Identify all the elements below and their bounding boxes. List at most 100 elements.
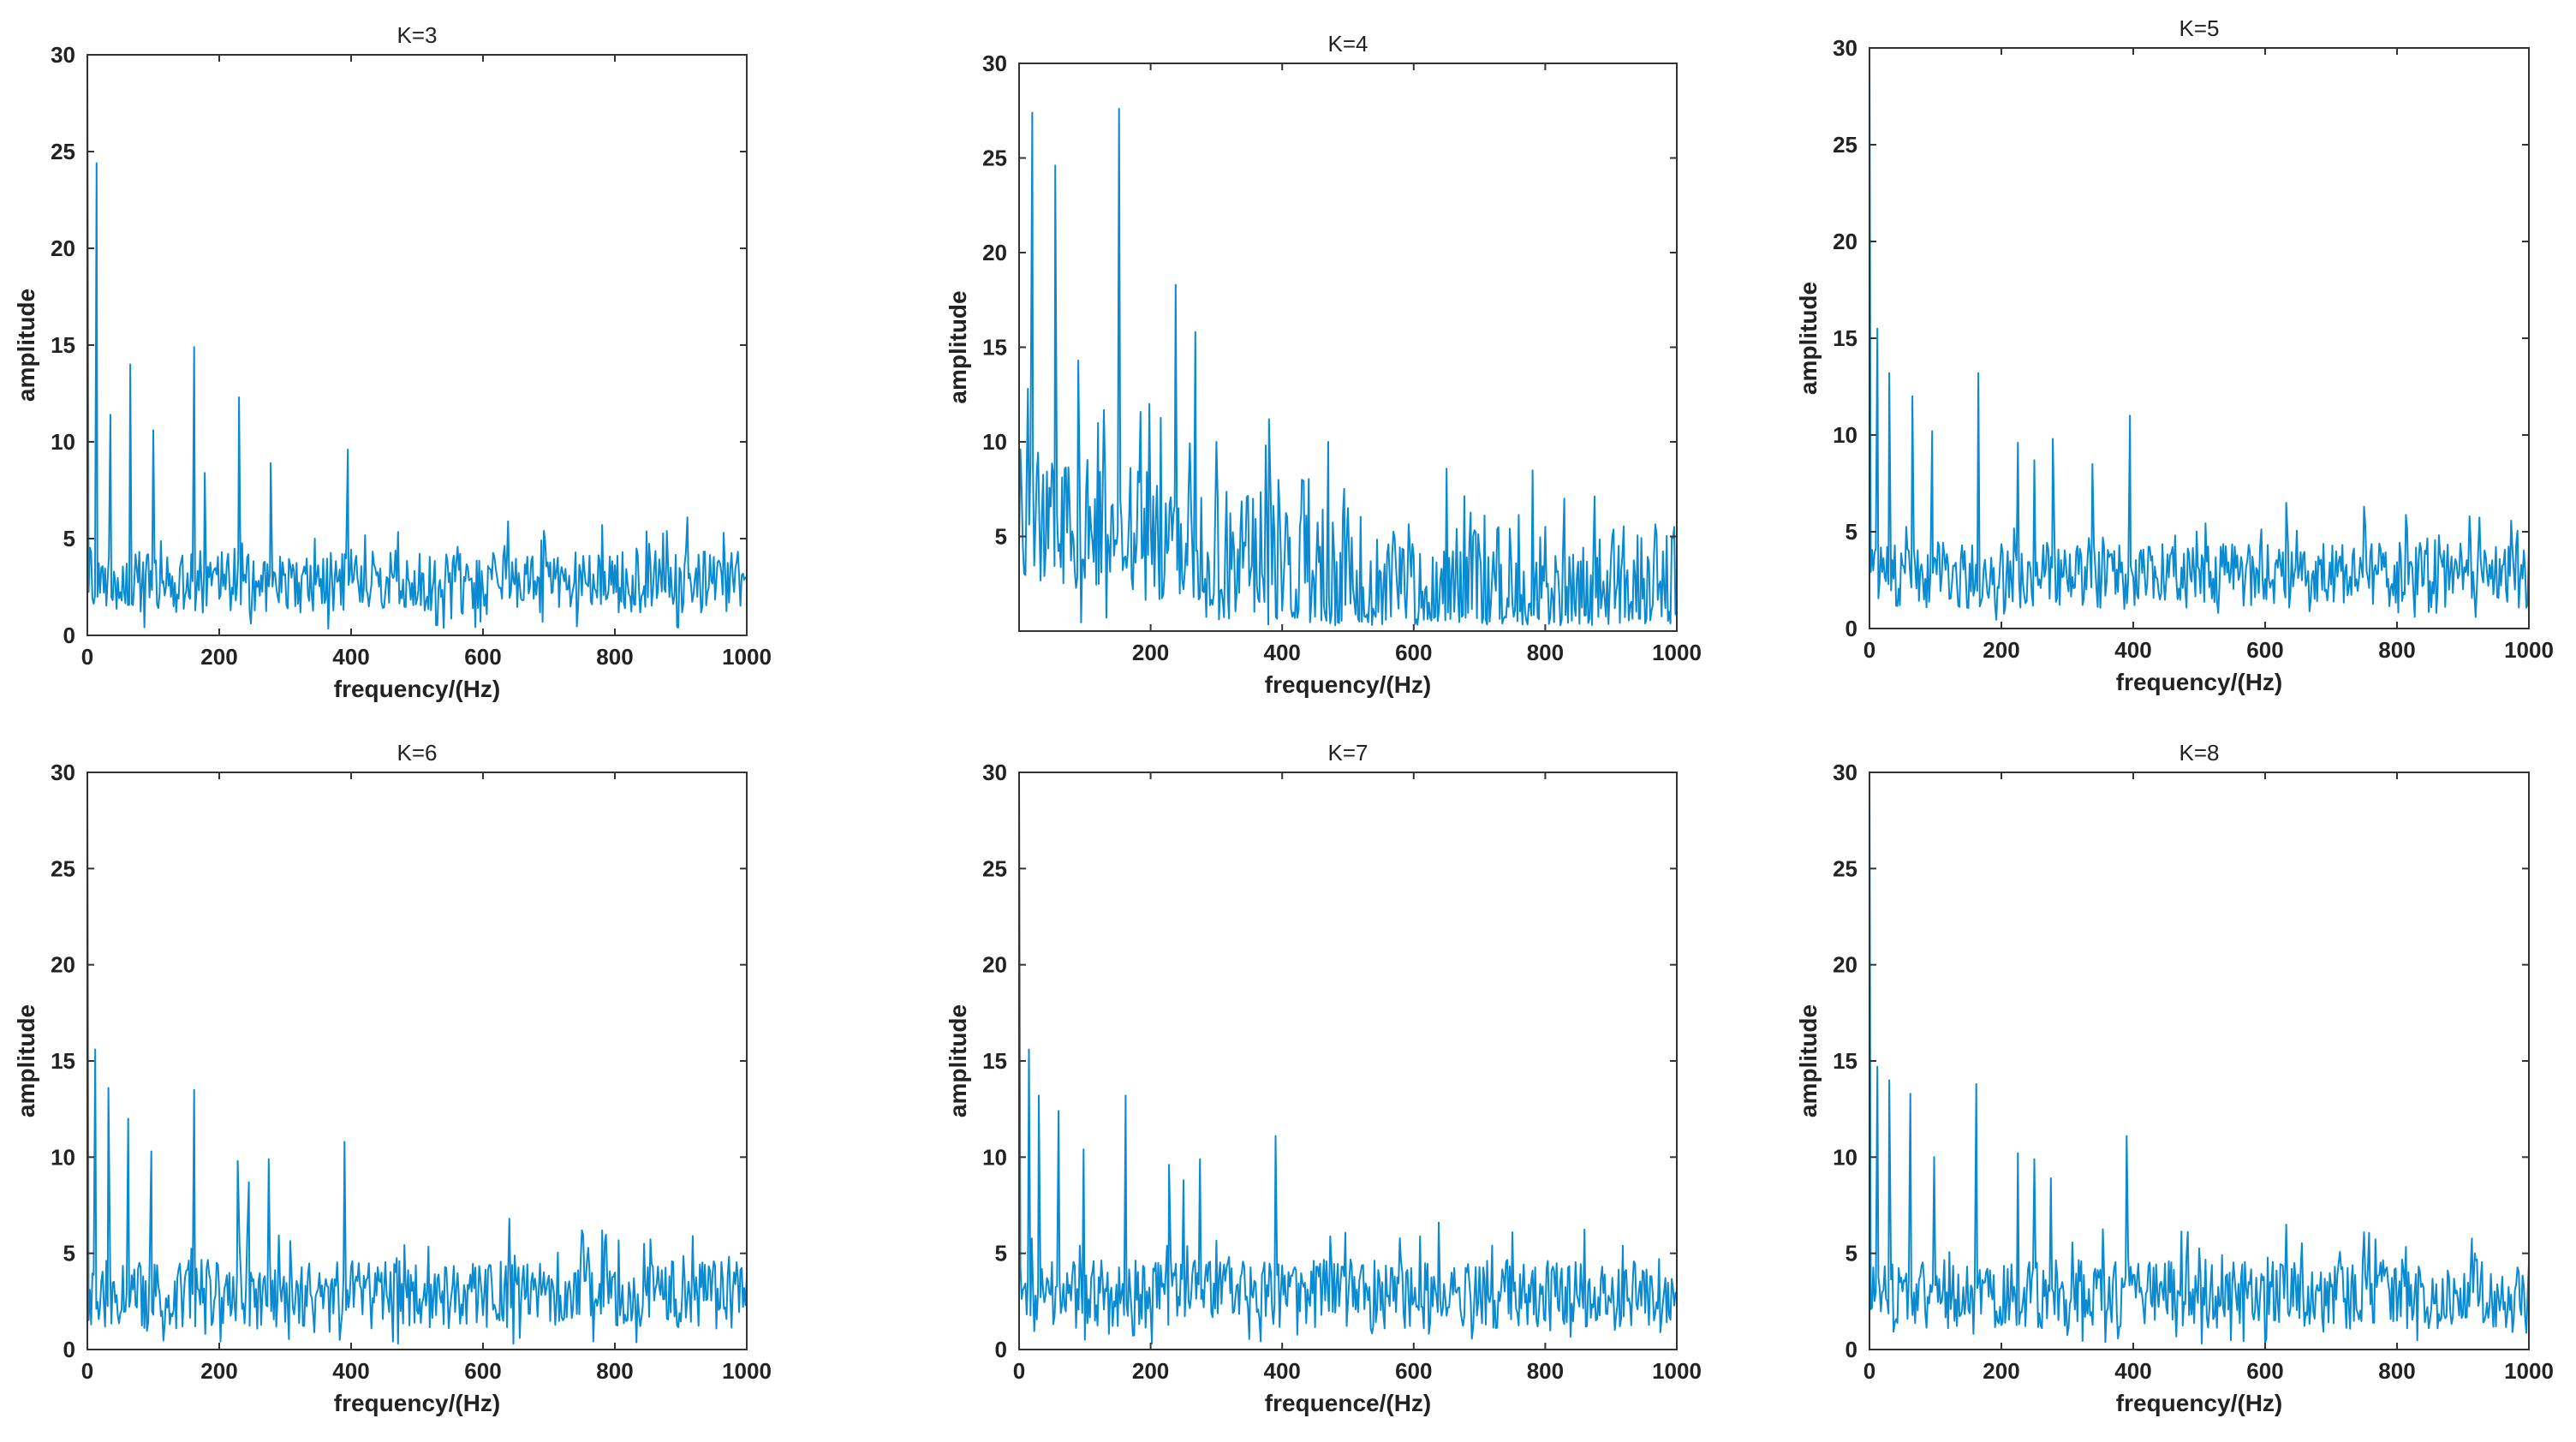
panel-title: K=7 [1328,740,1368,766]
panel-6: 0 200 400 600 800 1000 0 5 10 15 20 25 30 K=8 frequenc… [1795,740,2554,1416]
x-tick-label: 800 [2378,637,2415,663]
x-tick-label: 1000 [1652,1358,1702,1384]
panel-title: K=4 [1328,31,1368,57]
plot-frame [1018,772,1678,1350]
x-tick-label: 200 [1132,1358,1169,1384]
y-tick-label: 0 [63,623,75,648]
x-axis-label: frequency/(Hz) [1265,671,1431,698]
x-tick-label: 0 [81,644,93,670]
y-tick-label: 20 [982,952,1007,978]
y-axis-label: amplitude [1795,1004,1822,1117]
x-tick-label: 800 [1527,1358,1564,1384]
series-line [1018,772,1678,1344]
y-tick-label: 15 [982,335,1007,360]
x-axis-label: frequency/(Hz) [334,676,500,702]
panel-title: K=6 [397,740,438,766]
series-line [1869,47,2530,621]
x-axis-label: frequency/(Hz) [334,1390,500,1416]
x-tick-label: 200 [1983,637,2019,663]
y-tick-label: 0 [1846,616,1857,641]
y-axis-label: amplitude [945,290,971,403]
panel-3: 0 200 400 600 800 1000 0 5 10 15 20 25 30 K=5 frequenc… [1795,15,2554,695]
x-tick-label: 400 [332,644,369,670]
x-axis-label: frequence/(Hz) [1265,1390,1431,1416]
x-tick-label: 800 [596,644,633,670]
y-tick-label: 20 [51,952,75,978]
y-tick-label: 30 [51,760,75,785]
y-tick-label: 5 [995,524,1007,550]
x-tick-label: 1000 [722,644,772,670]
panel-title: K=5 [2179,15,2220,41]
x-tick-label: 200 [1983,1358,2019,1384]
panel-1: 0 200 400 600 800 1000 0 5 10 15 20 25 30 K=3 frequenc… [13,22,772,702]
x-tick-label: 800 [2378,1358,2415,1384]
y-tick-label: 30 [982,760,1007,785]
y-tick-label: 15 [51,1048,75,1074]
panel-2: 200 400 600 800 1000 5 10 15 20 25 30 K=4 frequency/… [945,31,1702,698]
series-line [1018,108,1678,627]
plot-frame [1869,47,2530,629]
x-tick-label: 600 [2246,1358,2283,1384]
y-tick-label: 20 [1833,952,1857,978]
panel-5: 0 200 400 600 800 1000 0 5 10 15 20 25 30 K=7 frequenc… [945,740,1702,1416]
y-tick-label: 30 [1833,35,1857,61]
y-tick-label: 20 [51,235,75,261]
y-tick-label: 25 [982,855,1007,881]
x-tick-label: 600 [464,644,501,670]
y-tick-label: 25 [51,139,75,164]
x-tick-label: 400 [2114,1358,2151,1384]
y-tick-label: 15 [51,332,75,358]
y-tick-label: 0 [1846,1337,1857,1362]
y-tick-label: 10 [1833,422,1857,448]
y-axis-label: amplitude [13,289,39,402]
x-tick-label: 1000 [2504,637,2554,663]
x-tick-label: 200 [1132,640,1169,665]
y-tick-label: 30 [51,42,75,68]
y-axis-label: amplitude [13,1004,39,1117]
y-tick-label: 25 [51,855,75,881]
y-tick-label: 0 [995,1337,1007,1362]
y-tick-label: 10 [1833,1144,1857,1170]
y-tick-label: 10 [51,429,75,455]
x-tick-label: 400 [1264,1358,1301,1384]
x-tick-label: 1000 [2504,1358,2554,1384]
y-tick-label: 5 [1846,519,1857,545]
panel-title: K=8 [2179,740,2220,766]
y-tick-label: 20 [1833,229,1857,254]
y-axis-label: amplitude [1795,282,1822,395]
series-line [86,772,748,1345]
x-tick-label: 0 [1863,1358,1875,1384]
series-line [86,54,748,630]
x-tick-label: 400 [1264,640,1301,665]
x-tick-label: 400 [332,1358,369,1384]
y-tick-label: 10 [982,1144,1007,1170]
y-tick-label: 5 [63,526,75,551]
plot-frame [86,772,748,1350]
x-tick-label: 800 [1527,640,1564,665]
x-tick-label: 1000 [1652,640,1702,665]
x-tick-label: 600 [464,1358,501,1384]
y-tick-label: 15 [1833,325,1857,351]
y-tick-label: 25 [982,146,1007,171]
x-axis-label: frequency/(Hz) [2116,1390,2282,1416]
y-tick-label: 15 [1833,1048,1857,1074]
y-tick-label: 20 [982,240,1007,265]
y-tick-label: 30 [982,51,1007,76]
x-tick-label: 800 [596,1358,633,1384]
y-axis-label: amplitude [945,1004,971,1117]
x-tick-label: 600 [1395,640,1432,665]
x-tick-label: 0 [1863,637,1875,663]
y-tick-label: 5 [1846,1241,1857,1266]
series-line [1869,772,2530,1344]
x-axis-label: frequency/(Hz) [2116,669,2282,695]
panel-title: K=3 [397,22,438,48]
x-tick-label: 600 [2246,637,2283,663]
y-tick-label: 30 [1833,760,1857,785]
x-tick-label: 600 [1395,1358,1432,1384]
y-tick-label: 15 [982,1048,1007,1074]
plot-frame [86,54,748,636]
y-tick-label: 25 [1833,855,1857,881]
x-tick-label: 200 [200,1358,237,1384]
y-tick-label: 5 [63,1241,75,1266]
